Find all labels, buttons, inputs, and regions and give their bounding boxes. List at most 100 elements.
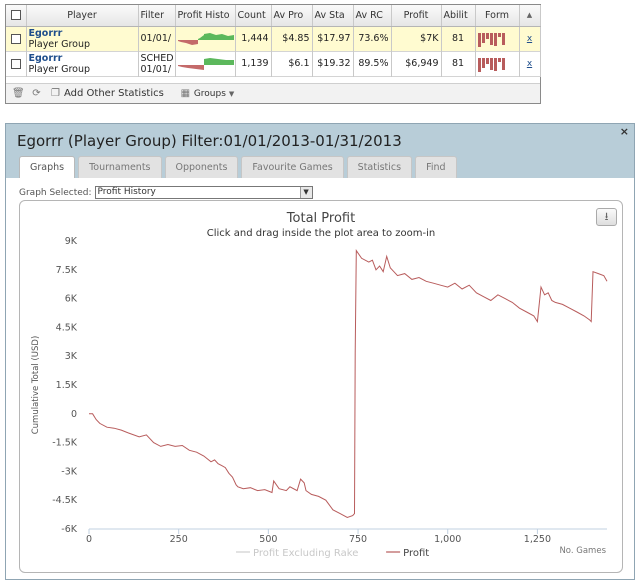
form-cell [475,26,520,51]
table-toolbar: 🗑 ⟳ ❐ Add Other Statistics ▦ Groups ▼ [6,83,540,103]
table-row[interactable]: Egorrr Player Group 01/01/ 1,444 $4.85 [6,26,541,51]
chart-subtitle: Click and drag inside the plot area to z… [207,228,435,239]
player-name[interactable]: Egorrr [28,52,63,64]
select-all-checkbox[interactable] [6,5,27,27]
form-bar [493,57,497,71]
player-cell[interactable]: Egorrr Player Group [26,26,139,51]
remove-row-link[interactable]: x [519,26,541,51]
form-bar [497,57,501,62]
column-header-form[interactable]: Form [475,5,520,27]
refresh-icon[interactable]: ⟳ [32,88,41,99]
groups-dropdown[interactable]: ▦ Groups ▼ [180,88,235,99]
form-bar [493,32,497,46]
remove-row-link[interactable]: x [519,51,541,76]
form-bar [485,32,489,39]
form-bar [489,32,493,45]
series-line-profit [89,249,608,519]
table-row[interactable]: Egorrr Player Group SCHED 01/01/ 1,139 $… [6,51,541,76]
count-cell: 1,444 [235,26,272,51]
groups-icon: ▦ [180,88,191,99]
add-other-statistics-button[interactable]: ❐ Add Other Statistics [51,88,164,99]
chevron-down-icon[interactable]: ▼ [299,187,312,198]
tab-opponents[interactable]: Opponents [164,156,239,178]
y-tick-label: 6K [65,294,78,305]
chart-title: Total Profit [286,211,355,226]
av-stake-cell: $19.32 [312,51,354,76]
tab-find[interactable]: Find [415,156,457,178]
download-icon[interactable]: ⭳ [596,208,617,226]
column-header-player[interactable]: Player [26,5,139,27]
x-tick-label: 250 [170,534,188,545]
scroll-up-arrow-icon[interactable]: ▲ [519,5,541,27]
tab-favourite-games[interactable]: Favourite Games [241,156,344,178]
filter-cell: SCHED 01/01/ [138,51,176,76]
av-profit-cell: $4.85 [271,26,313,51]
graph-selected-label: Graph Selected: [19,187,92,198]
player-name[interactable]: Egorrr [28,27,63,39]
profit-cell: $6,949 [391,51,442,76]
y-axis-label: Cumulative Total (USD) [31,336,41,435]
column-header-filter[interactable]: Filter [138,5,176,27]
av-stake-cell: $17.97 [312,26,354,51]
av-profit-cell: $6.1 [271,51,313,76]
form-bar [497,32,501,37]
form-bar [477,32,481,47]
x-tick-label: 1,000 [434,534,461,545]
column-header-count[interactable]: Count [235,5,272,27]
player-stats-panel: Player Filter Profit Histo Count Av Pro … [5,4,541,104]
window-tabs: Graphs Tournaments Opponents Favourite G… [19,156,457,178]
y-tick-label: 3K [65,351,78,362]
column-header-av-roi[interactable]: Av RC [353,5,392,27]
chevron-down-icon: ▼ [228,89,235,98]
column-header-ability[interactable]: Abilit [441,5,476,27]
graph-select-dropdown[interactable]: Profit History ▼ [94,186,313,199]
filter-cell: 01/01/ [138,26,176,51]
form-bar [481,57,485,68]
form-bar [501,32,505,45]
column-header-profit[interactable]: Profit [391,5,442,27]
column-header-av-stake[interactable]: Av Sta [312,5,354,27]
profit-cell: $7K [391,26,442,51]
tab-tournaments[interactable]: Tournaments [78,156,162,178]
window-title: Egorrr (Player Group) Filter:01/01/2013-… [17,132,402,150]
y-tick-label: -6K [61,524,77,535]
form-bar [489,57,493,70]
y-tick-label: -1.5K [52,438,78,449]
close-icon[interactable]: × [619,125,629,138]
row-checkbox[interactable] [6,26,27,51]
player-cell[interactable]: Egorrr Player Group [26,51,139,76]
table-header-row: Player Filter Profit Histo Count Av Pro … [6,5,541,27]
x-axis-label: No. Games [559,546,606,556]
x-tick-label: 500 [259,534,277,545]
ability-cell: 81 [441,51,476,76]
profit-history-sparkline [175,26,236,51]
av-roi-cell: 73.6% [353,26,392,51]
tab-graphs[interactable]: Graphs [19,156,76,178]
filter-text: SCHED [140,52,174,64]
graph-selector: Graph Selected: Profit History ▼ [19,186,313,199]
y-tick-label: 7.5K [56,265,78,276]
form-bar [485,57,489,64]
profit-chart[interactable]: Total Profit Click and drag inside the pl… [20,201,622,572]
y-tick-label: 4.5K [56,322,78,333]
form-bars [477,56,517,72]
column-header-av-profit[interactable]: Av Pro [271,5,313,27]
form-bar [481,32,485,43]
legend-item: Profit [403,548,429,559]
legend-item: Profit Excluding Rake [253,548,358,559]
y-tick-label: -3K [61,466,77,477]
form-bar [477,57,481,72]
profit-history-sparkline [175,51,236,76]
player-stats-table: Player Filter Profit Histo Count Av Pro … [6,5,541,77]
graph-window: Egorrr (Player Group) Filter:01/01/2013-… [5,123,635,580]
av-roi-cell: 89.5% [353,51,392,76]
tab-statistics[interactable]: Statistics [346,156,413,178]
column-header-profit-history[interactable]: Profit Histo [175,5,236,27]
chart-container: ⭳ Total Profit Click and drag inside the … [19,200,623,573]
x-tick-label: 1,250 [524,534,551,545]
y-tick-label: -4.5K [52,495,78,506]
player-group-label: Player Group [28,38,91,50]
row-checkbox[interactable] [6,51,27,76]
trash-icon[interactable]: 🗑 [12,88,25,99]
y-tick-label: 0 [71,409,77,420]
